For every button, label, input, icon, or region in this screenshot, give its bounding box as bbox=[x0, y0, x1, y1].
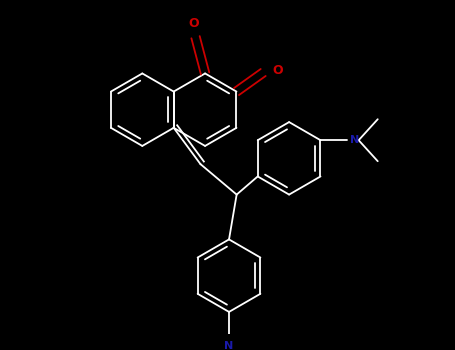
Text: N: N bbox=[224, 342, 234, 350]
Text: N: N bbox=[350, 135, 359, 145]
Text: O: O bbox=[273, 64, 283, 77]
Text: O: O bbox=[188, 16, 199, 29]
